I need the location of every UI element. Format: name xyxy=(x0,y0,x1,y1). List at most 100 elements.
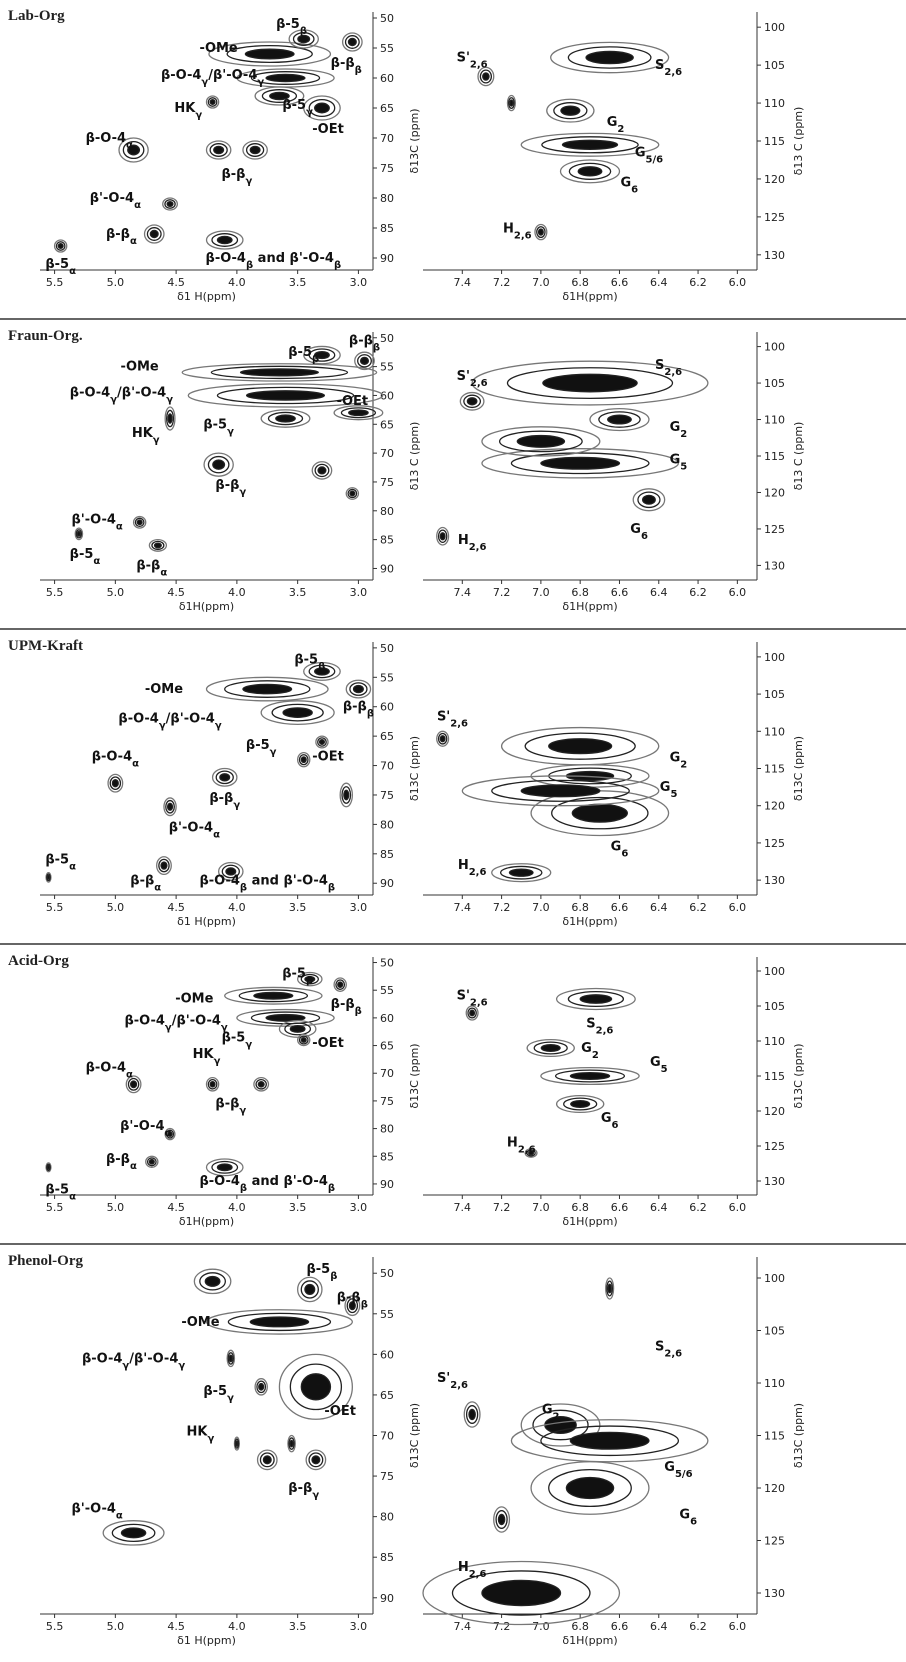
label-subscript: 2,6 xyxy=(664,1348,682,1359)
x-tick-label: 6.2 xyxy=(689,586,707,599)
contour-ring xyxy=(207,97,218,107)
contour-ring xyxy=(296,1033,311,1047)
label-subscript: 2,6 xyxy=(596,1025,614,1036)
label-subscript: α xyxy=(93,556,100,567)
contour-ring xyxy=(561,139,619,150)
label-subscript: γ xyxy=(110,394,117,405)
contour-ring xyxy=(337,981,344,988)
contour-ring xyxy=(481,426,601,457)
peak-label: G5 xyxy=(670,453,688,473)
contour-ring xyxy=(506,94,516,112)
peak-label: -OEt xyxy=(312,750,344,765)
peak-label: G5/6 xyxy=(635,145,663,165)
contour-ring xyxy=(256,1449,278,1471)
contour-ring xyxy=(491,779,630,802)
contour-ring xyxy=(461,775,660,807)
peak-label: G2 xyxy=(670,750,688,770)
x-tick-label: 4.5 xyxy=(167,586,185,599)
contour-ring xyxy=(341,32,363,52)
x-tick-label: 4.0 xyxy=(228,901,246,914)
peak-label: β-5γ xyxy=(222,1030,253,1050)
label-subscript: γ xyxy=(245,176,252,187)
contour-ring xyxy=(162,197,178,211)
label-subscript: 5/6 xyxy=(645,154,663,165)
contour-ring xyxy=(317,737,327,747)
y-tick-label: 125 xyxy=(764,1535,785,1548)
y-tick-label: 110 xyxy=(764,725,785,738)
peak-label: -OMe xyxy=(145,682,183,697)
label-text: β-O-4 xyxy=(70,386,110,401)
spectrum-panel: 7.4 7.2 7.0 6.8 6.6 6.4 6.2 6.0 100 105 110 115 120 1… xyxy=(423,12,805,303)
contour-ring xyxy=(439,735,446,743)
y-tick-label: 105 xyxy=(764,377,785,390)
contour-ring xyxy=(339,782,353,808)
contour-ring xyxy=(509,99,514,107)
peak-label: β-ββ xyxy=(331,997,362,1017)
contour-ring xyxy=(495,1510,508,1529)
x-tick-label: 6.8 xyxy=(571,1620,589,1633)
label-subscript: γ xyxy=(208,1433,215,1444)
label-text: G xyxy=(601,1111,612,1126)
contour-ring xyxy=(540,456,621,470)
label-text: β-5 xyxy=(288,345,312,360)
y-tick-label: 110 xyxy=(764,1377,785,1390)
y-tick-label: 110 xyxy=(764,97,785,110)
contour-ring xyxy=(225,867,237,876)
contour-ring xyxy=(567,46,652,69)
panel-title: UPM-Kraft xyxy=(8,638,83,654)
y-tick-label: 120 xyxy=(764,1482,785,1495)
x-tick-label: 6.4 xyxy=(650,586,668,599)
label-text: β-O-4 xyxy=(161,68,201,83)
contour-ring xyxy=(463,394,482,409)
x-tick-label: 7.0 xyxy=(532,586,550,599)
x-axis-label: δ1H(ppm) xyxy=(562,1634,617,1647)
y-tick-label: 75 xyxy=(380,476,394,489)
contour-ring xyxy=(118,137,149,163)
contour-ring xyxy=(526,1038,575,1058)
contour-ring xyxy=(468,1408,476,1421)
contour-ring xyxy=(304,975,316,983)
label-subscript: α xyxy=(160,567,167,578)
peak-label: β-5β xyxy=(288,345,319,365)
label-text: -OEt xyxy=(324,1404,356,1419)
label-subscript: β xyxy=(334,260,341,271)
y-tick-label: 85 xyxy=(380,1551,394,1564)
label-subscript: α xyxy=(126,1069,133,1080)
contour-ring xyxy=(347,37,357,47)
contour-ring xyxy=(127,1077,140,1091)
spectrum-panel: Phenol-Org 5.5 5.0 4.5 4.0 3.5 3.0 50 55 60 65 70 75… xyxy=(8,1253,421,1647)
contour-ring xyxy=(540,1043,561,1053)
y-tick-label: 115 xyxy=(764,135,785,148)
label-text: G xyxy=(542,1402,553,1417)
label-text: β-β xyxy=(136,559,160,574)
y-tick-label: 60 xyxy=(380,389,394,402)
contour-ring xyxy=(249,1316,310,1328)
label-subscript: 2 xyxy=(680,428,687,439)
contour-ring xyxy=(167,1131,173,1137)
label-text: β'-O-4 xyxy=(169,820,213,835)
label-text: G xyxy=(670,420,681,435)
label-text: H xyxy=(458,533,469,548)
y-tick-label: 90 xyxy=(380,1592,394,1605)
peak-label: -OEt xyxy=(312,1036,344,1051)
contour-ring xyxy=(567,991,625,1008)
label-text: H xyxy=(503,221,514,236)
peak-label: -OMe xyxy=(121,360,159,375)
contour-ring xyxy=(205,1309,353,1335)
x-tick-label: 5.0 xyxy=(107,1201,125,1214)
y-tick-label: 70 xyxy=(380,760,394,773)
label-text: β-β xyxy=(337,1291,361,1306)
label-text: and β'-O-4 xyxy=(253,251,334,266)
label-subscript: β xyxy=(246,260,253,271)
label-text: G xyxy=(670,453,681,468)
x-tick-label: 7.4 xyxy=(454,1201,472,1214)
peak-label: G2 xyxy=(581,1041,599,1061)
contour-ring xyxy=(127,144,141,156)
y-tick-label: 130 xyxy=(764,249,785,262)
y-tick-label: 90 xyxy=(380,252,394,265)
contour-ring xyxy=(75,529,83,539)
label-subscript: β xyxy=(367,708,374,719)
contour-ring xyxy=(459,391,485,411)
contour-ring xyxy=(530,1461,650,1515)
x-tick-label: 4.0 xyxy=(228,1620,246,1633)
